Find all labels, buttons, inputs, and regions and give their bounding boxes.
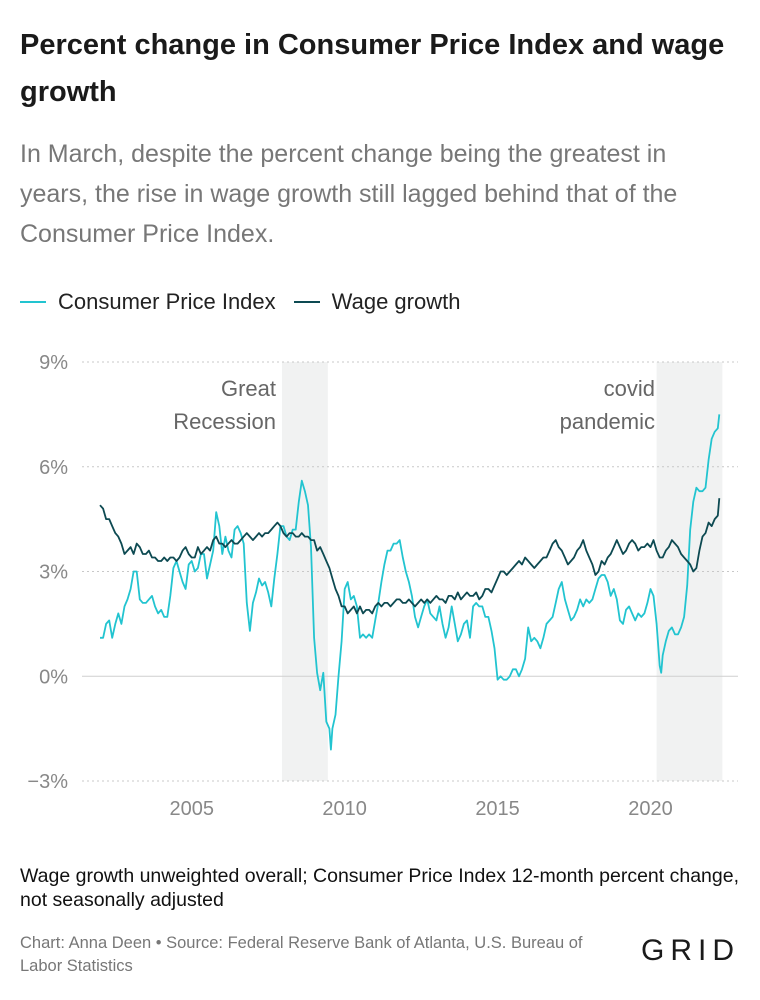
y-tick-label-4: −3% xyxy=(27,771,68,793)
grid-logo: GRID xyxy=(641,934,740,967)
legend-label-cpi: Consumer Price Index xyxy=(58,289,276,314)
legend-swatch-cpi xyxy=(20,301,46,303)
series-line-cpi xyxy=(100,414,721,751)
y-tick-label-2: 3% xyxy=(39,562,68,584)
line-chart: 9% 6% 3% 0% −3% 2005 2010 2015 2020 Great Recessio… xyxy=(27,352,738,820)
y-tick-label-3: 0% xyxy=(39,666,68,688)
chart-subtitle: In March, despite the percent change bei… xyxy=(20,140,678,248)
x-tick-label-2: 2015 xyxy=(475,798,520,820)
x-tick-label-1: 2010 xyxy=(322,798,367,820)
legend-label-wage-growth: Wage growth xyxy=(331,289,461,314)
legend-item-wage-growth: Wage growth xyxy=(293,289,461,315)
chart-legend: Consumer Price Index Wage growth xyxy=(20,286,478,318)
period-annotation-0-1: Recession xyxy=(173,409,276,434)
y-tick-label-0: 9% xyxy=(39,352,68,374)
period-annotation-1-1: pandemic xyxy=(560,409,655,434)
x-tick-label-0: 2005 xyxy=(169,798,214,820)
legend-swatch-wage-growth xyxy=(293,301,320,303)
chart-note: Wage growth unweighted overall; Consumer… xyxy=(20,865,740,911)
x-tick-label-3: 2020 xyxy=(628,798,673,820)
period-annotation-1-0: covid xyxy=(604,376,655,401)
chart-title: Percent change in Consumer Price Index a… xyxy=(20,29,725,108)
y-tick-label-1: 6% xyxy=(39,457,68,479)
legend-item-cpi: Consumer Price Index xyxy=(20,289,276,315)
chart-credit: Chart: Anna Deen • Source: Federal Reser… xyxy=(20,934,583,975)
series-line-wage-growth xyxy=(99,498,721,615)
period-annotation-0-0: Great xyxy=(221,376,276,401)
shaded-period-0 xyxy=(281,362,328,781)
